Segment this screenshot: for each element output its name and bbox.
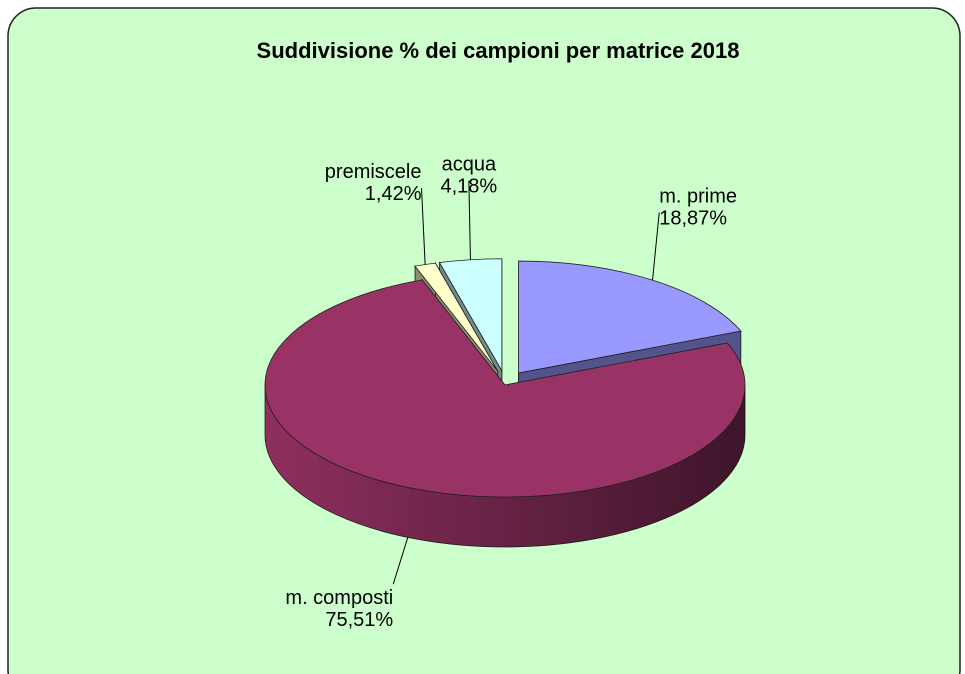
chart-title: Suddivisione % dei campioni per matrice …	[257, 38, 740, 63]
label-category: premiscele	[325, 161, 422, 183]
label-value: 75,51%	[325, 609, 393, 631]
data-label: premiscele 1,42%	[325, 161, 422, 205]
leader-line	[421, 188, 426, 265]
leader-line	[468, 180, 471, 260]
label-category: m. prime	[659, 185, 737, 207]
label-category: acqua	[442, 154, 497, 176]
leader-line	[392, 537, 409, 585]
slice-top	[264, 279, 746, 498]
pie-slice	[264, 278, 746, 548]
slice-top	[518, 260, 742, 374]
data-label: m. composti 75,51%	[285, 587, 393, 631]
label-category: m. composti	[285, 587, 393, 609]
label-value: 18,87%	[659, 207, 727, 229]
data-label: acqua 4,18%	[440, 154, 497, 198]
slice-top	[414, 262, 499, 372]
leader-line	[652, 212, 660, 281]
label-value: 1,42%	[365, 183, 422, 205]
slice-side-shade	[265, 385, 745, 547]
label-value: 4,18%	[440, 176, 497, 198]
data-label: m. prime 18,87%	[659, 185, 737, 229]
slice-top	[438, 258, 503, 373]
